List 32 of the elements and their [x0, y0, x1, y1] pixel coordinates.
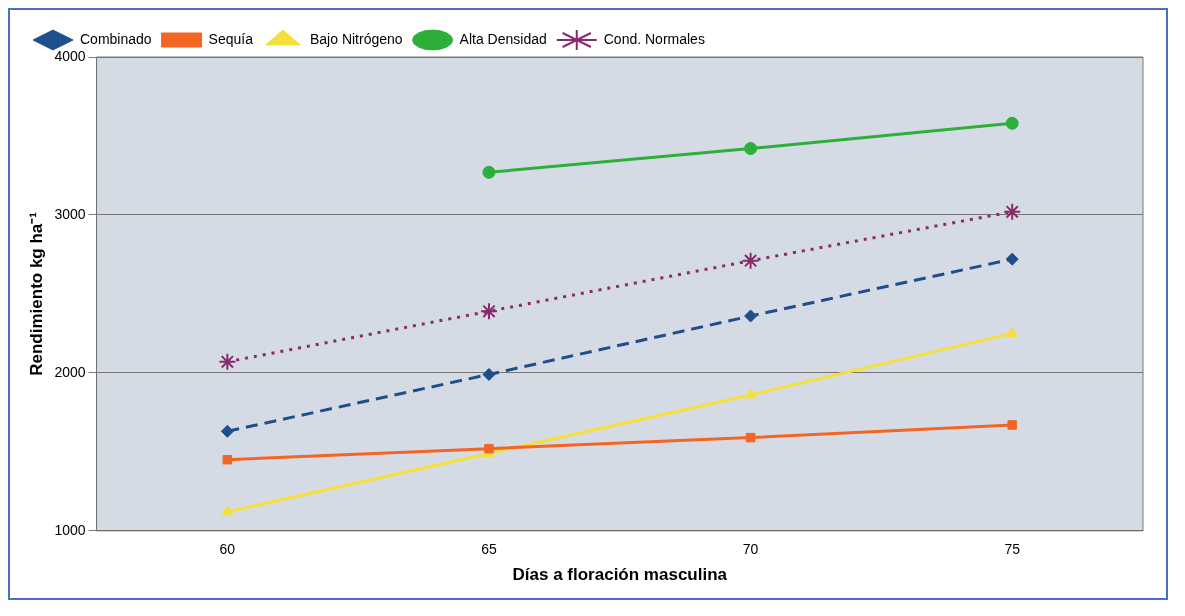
point: [218, 352, 237, 371]
point: [1007, 420, 1017, 430]
point: [745, 432, 756, 443]
point: [741, 251, 760, 270]
legend-label: Sequía: [208, 30, 254, 47]
x-tick-label: 70: [742, 541, 759, 558]
y-axis-title: Rendimiento kg ha⁻¹: [26, 211, 46, 376]
point: [220, 424, 234, 438]
legend-label: Bajo Nitrógeno: [309, 30, 403, 47]
point: [744, 309, 758, 323]
y-tick-label: 1000: [54, 521, 86, 538]
y-tick-label: 4000: [54, 47, 86, 64]
y-tick-label: 2000: [54, 363, 86, 380]
x-tick-label: 75: [1004, 541, 1021, 558]
point: [1005, 116, 1019, 130]
point: [1005, 252, 1019, 266]
x-axis-title: Días a floración masculina: [512, 565, 728, 585]
point: [1003, 202, 1022, 221]
point: [221, 505, 234, 516]
x-tick-label: 65: [481, 541, 497, 558]
legend-label: Alta Densidad: [459, 30, 547, 47]
point: [222, 454, 233, 465]
point: [482, 165, 496, 179]
point: [1006, 326, 1018, 337]
y-tick-label: 3000: [54, 205, 86, 222]
point: [479, 302, 498, 321]
point: [482, 367, 496, 381]
point: [744, 142, 758, 156]
legend-label: Combinado: [80, 30, 152, 47]
x-tick-label: 60: [219, 541, 236, 558]
legend-label: Cond. Normales: [603, 30, 705, 47]
point: [744, 388, 757, 399]
